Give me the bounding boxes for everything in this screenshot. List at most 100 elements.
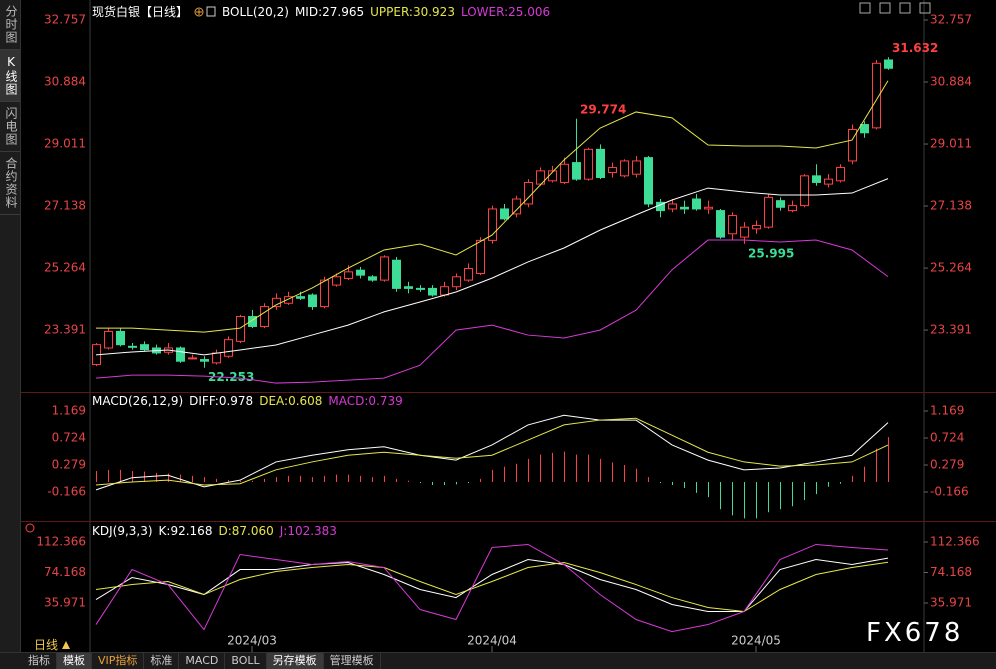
legend-entry: MID:27.965: [294, 4, 365, 19]
candle-body: [260, 306, 269, 327]
bottom-tab[interactable]: 标准: [144, 653, 180, 669]
candle-body: [308, 294, 317, 308]
bottom-tab[interactable]: MACD: [179, 653, 226, 669]
x-tick-label: 2024/03: [227, 634, 277, 648]
period-selector[interactable]: 日线: [34, 636, 71, 653]
candle-body: [272, 297, 281, 308]
candle-body: [128, 345, 137, 348]
arrow-icon: [62, 640, 71, 649]
side-tab[interactable]: K线图: [0, 50, 20, 102]
icon[interactable]: [859, 2, 871, 14]
bottom-tab[interactable]: 管理模板: [324, 653, 381, 669]
toolbar-icons[interactable]: [859, 2, 931, 14]
y-tick-label: 112.366: [36, 535, 86, 549]
candle-body: [692, 198, 701, 210]
icon[interactable]: [899, 2, 911, 14]
indicator-name: BOLL(20,2): [222, 4, 289, 19]
legend-entry: DEA:0.608: [259, 394, 323, 408]
legend-title: KDJ(9,3,3): [92, 524, 153, 538]
candle-body: [764, 196, 773, 228]
candle-body: [224, 339, 233, 357]
candle-body: [236, 316, 245, 342]
candle-body: [740, 226, 749, 238]
candle-body: [824, 178, 833, 185]
icon[interactable]: [919, 2, 931, 14]
candle-body: [584, 148, 593, 180]
icon[interactable]: [879, 2, 891, 14]
indicator-line: [95, 557, 889, 613]
legend-title: 现货白银【日线】: [92, 5, 189, 19]
candle-body: [500, 208, 509, 220]
extreme-label: 31.632: [892, 41, 938, 55]
indicator-line: [95, 543, 889, 633]
side-tabs: 分时图 K线图 闪电图 合约资料: [0, 0, 21, 652]
candle-body: [332, 276, 341, 286]
y-tick-label: 23.391: [930, 323, 972, 337]
y-tick-label: 112.366: [930, 535, 980, 549]
candle-body: [452, 276, 461, 288]
y-tick-label: 27.138: [930, 199, 972, 213]
panel-icon[interactable]: [25, 523, 35, 533]
candle-body: [440, 286, 449, 296]
x-tick-label: 2024/05: [731, 634, 781, 648]
side-tab[interactable]: 分时图: [0, 0, 20, 50]
y-tick-label: 1.169: [52, 404, 86, 418]
candle-body: [320, 279, 329, 308]
legend: KDJ(9,3,3) K:92.168 D:87.060 J:102.383: [92, 524, 337, 538]
legend-entry: K:92.168: [158, 524, 213, 538]
y-tick-label: 32.757: [930, 13, 972, 27]
x-tick-label: 2024/04: [467, 634, 517, 648]
indicator-line: [95, 239, 889, 384]
indicator-line: [95, 414, 889, 491]
legend: 现货白银【日线】 BOLL(20,2) MID:27.965 UPPER:30.923…: [92, 3, 550, 20]
candle-body: [848, 128, 857, 162]
legend: MACD(26,12,9) DIFF:0.978 DEA:0.608 MACD:0.7…: [92, 394, 403, 408]
candle-body: [416, 287, 425, 290]
legend-entry: D:87.060: [218, 524, 274, 538]
candle-body: [668, 203, 677, 210]
legend-entry: UPPER:30.923: [370, 4, 455, 19]
period-label[interactable]: 日线: [34, 638, 59, 652]
candle-body: [212, 352, 221, 364]
y-tick-label: 25.264: [44, 261, 86, 275]
candle-body: [632, 160, 641, 175]
y-tick-label: 29.011: [930, 137, 972, 151]
candle-body: [680, 206, 689, 210]
bottom-tab[interactable]: 模板: [57, 653, 92, 669]
candle-body: [392, 259, 401, 289]
candle-body: [488, 208, 497, 241]
legend-icons[interactable]: [194, 6, 216, 18]
candle-body: [812, 175, 821, 183]
candle-body: [104, 330, 113, 349]
indicator-line: [95, 417, 889, 486]
candle-body: [572, 162, 581, 180]
y-tick-label: 27.138: [44, 199, 86, 213]
y-tick-label: 25.264: [930, 261, 972, 275]
indicator-line: [95, 178, 889, 356]
candle-body: [344, 271, 353, 279]
bottom-tab[interactable]: 指标: [22, 653, 57, 669]
candle-body: [644, 157, 653, 205]
candle-body: [368, 276, 377, 281]
y-tick-label: -0.166: [47, 485, 86, 499]
candle-body: [428, 287, 437, 296]
candle-body: [800, 175, 809, 207]
y-tick-label: 1.169: [930, 404, 964, 418]
candle-body: [836, 167, 845, 182]
bottom-tabs: 指标 模板 VIP指标 标准 MACD BOLL 另存模板 管理模板: [0, 652, 996, 669]
candle-body: [560, 163, 569, 183]
candle-body: [296, 296, 305, 299]
candle-body: [116, 330, 125, 346]
y-tick-label: -0.166: [930, 485, 969, 499]
bottom-tab[interactable]: BOLL: [225, 653, 267, 669]
candle-body: [140, 344, 149, 351]
bottom-tab[interactable]: VIP指标: [92, 653, 145, 669]
candle-body: [464, 268, 473, 281]
side-tab[interactable]: 合约资料: [0, 152, 20, 215]
y-tick-label: 0.279: [52, 458, 86, 472]
side-tab[interactable]: 闪电图: [0, 102, 20, 152]
candle-body: [476, 239, 485, 274]
bottom-tab[interactable]: 另存模板: [266, 653, 324, 669]
